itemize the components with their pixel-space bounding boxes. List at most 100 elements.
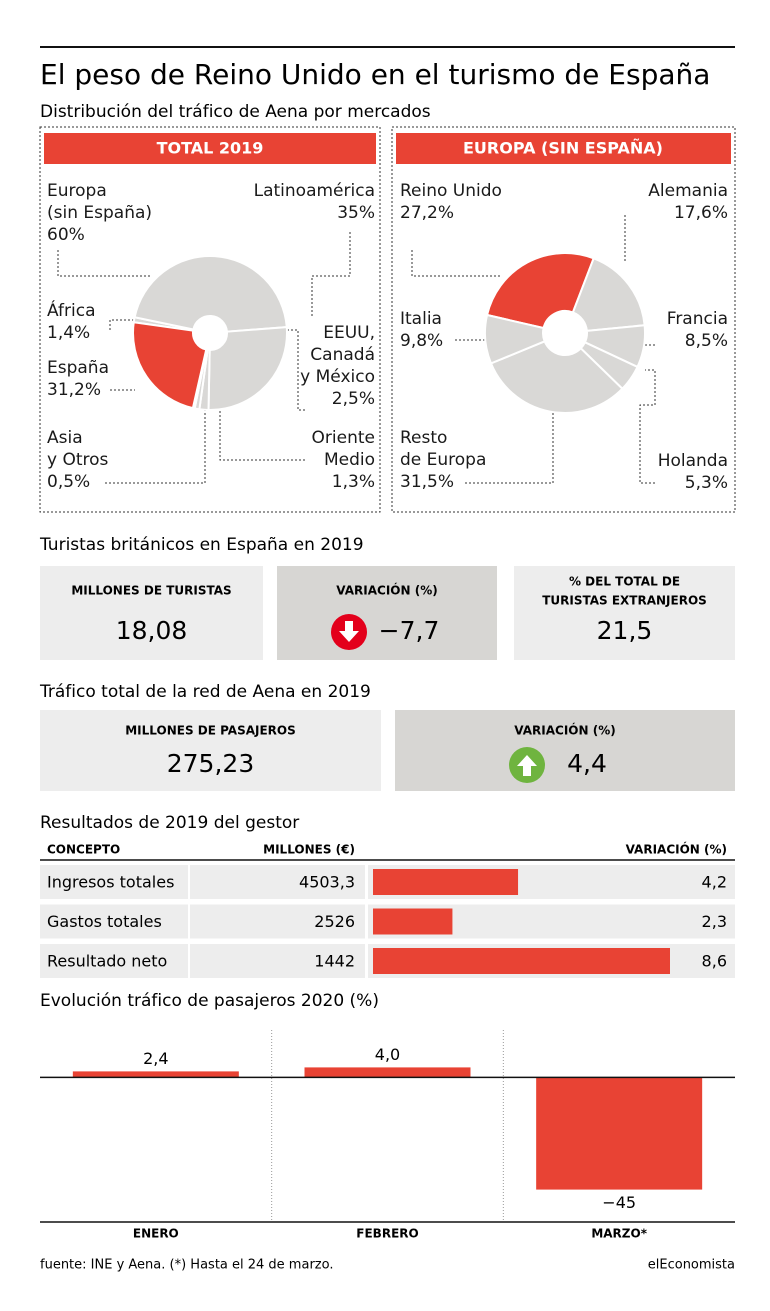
brand: elEconomista: [648, 1258, 735, 1273]
slice-name: EEUU, Canadá y México: [300, 323, 375, 387]
column-header: CONCEPTO: [47, 843, 120, 857]
slice-value: 31,2%: [47, 380, 102, 400]
value-label: 2,4: [143, 1049, 168, 1068]
slice-name: España: [47, 358, 109, 378]
row-label: Resultado neto: [47, 952, 167, 971]
x-tick-label: ENERO: [133, 1227, 179, 1241]
value-label: −45: [602, 1193, 636, 1212]
pie-slice: [207, 325, 288, 411]
kpi-label: MILLONES DE PASAJEROS: [125, 724, 296, 738]
kpi-box: [514, 566, 735, 660]
slice-name: Reino Unido: [400, 181, 502, 201]
kpi-box: [40, 566, 263, 660]
column-header: VARIACIÓN (%): [626, 842, 727, 857]
bar: [304, 1067, 471, 1078]
panel-header: [396, 133, 731, 164]
section-title: Turistas británicos en España en 2019: [39, 535, 364, 555]
value-label: 8,6: [702, 952, 727, 971]
pie-label: Oriente Medio 1,3%: [312, 427, 375, 493]
kpi-label: MILLONES DE TURISTAS: [71, 584, 231, 598]
trend-icon: [509, 747, 545, 783]
slice-value: 2,5%: [331, 389, 375, 409]
kpi-label: VARIACIÓN (%): [336, 583, 437, 598]
bar: [373, 869, 519, 895]
pie-label: España 31,2%: [47, 357, 109, 401]
kpi-value: 21,5: [597, 616, 653, 645]
pie-label: África 1,4%: [47, 300, 96, 344]
x-tick-label: MARZO*: [591, 1227, 647, 1241]
kpi-value: 18,08: [116, 616, 188, 645]
pie-label: Alemania 17,6%: [648, 180, 728, 224]
pie-label: Francia 8,5%: [667, 308, 728, 352]
title: El peso de Reino Unido en el turismo de …: [40, 58, 710, 91]
pie-label: Resto de Europa 31,5%: [400, 427, 486, 493]
pie-title: EUROPA (SIN ESPAÑA): [463, 139, 663, 158]
kpi-box: [40, 710, 381, 791]
slice-name: Oriente Medio: [311, 428, 375, 470]
slice-name: África: [47, 301, 96, 321]
slice-value: 35%: [337, 203, 375, 223]
bar: [373, 908, 453, 935]
slice-name: Europa (sin España): [47, 181, 153, 223]
row-label: Gastos totales: [47, 912, 162, 931]
row-bg: [40, 865, 188, 899]
pie-label: Asia y Otros 0,5%: [47, 427, 108, 493]
value-label: 2,3: [702, 912, 727, 931]
pie-slice: [485, 252, 595, 330]
kpi-value: 275,23: [167, 749, 254, 778]
slice-value: 60%: [47, 225, 85, 245]
slice-value: 9,8%: [400, 331, 444, 351]
slice-name: Asia y Otros: [47, 428, 109, 470]
kpi-box: [395, 710, 735, 791]
panel-frame: [39, 126, 381, 513]
slice-value: 31,5%: [400, 472, 455, 492]
pie-slice: [132, 321, 208, 410]
row-bg: [40, 904, 188, 939]
pie-slice: [484, 313, 546, 365]
kpi-label: VARIACIÓN (%): [514, 723, 615, 738]
bar: [536, 1077, 703, 1190]
slice-name: Resto de Europa: [400, 428, 487, 470]
leader-lines: [57, 215, 656, 484]
x-tick-label: FEBRERO: [356, 1227, 418, 1241]
slice-name: Italia: [400, 309, 442, 329]
panel-header: [44, 133, 376, 164]
pie-label: Latinoamérica 35%: [254, 180, 375, 224]
kpi-box: [277, 566, 497, 660]
slice-value: 27,2%: [400, 203, 455, 223]
pie-slice: [489, 340, 624, 414]
pie-label: Holanda 5,3%: [658, 450, 728, 494]
slice-name: Alemania: [648, 181, 728, 201]
row-label: Ingresos totales: [47, 873, 174, 892]
pie-label: Italia 9,8%: [400, 308, 443, 352]
slice-name: Holanda: [657, 451, 728, 471]
kpi-value: 4,4: [567, 749, 607, 778]
row-bg: [190, 944, 365, 978]
row-bg: [190, 904, 365, 939]
slice-value: 1,3%: [331, 472, 375, 492]
slice-value: 5,3%: [684, 473, 728, 493]
bar: [373, 948, 670, 974]
row-millions: 4503,3: [299, 873, 355, 892]
bar: [72, 1071, 239, 1078]
pie-slice: [133, 255, 288, 333]
section-title: Tráfico total de la red de Aena en 2019: [39, 682, 371, 702]
pie-label: EEUU, Canadá y México 2,5%: [300, 322, 375, 410]
slice-value: 0,5%: [47, 472, 91, 492]
slice-value: 8,5%: [684, 331, 728, 351]
row-millions: 1442: [314, 952, 355, 971]
slice-name: Francia: [666, 309, 728, 329]
slice-name: Latinoamérica: [253, 181, 375, 201]
subtitle: Distribución del tráfico de Aena por mer…: [40, 102, 431, 122]
icon-arrow: [339, 621, 359, 642]
pie-label: Reino Unido 27,2%: [400, 180, 502, 224]
row-bg: [190, 865, 365, 899]
pie-slice: [571, 257, 646, 332]
row-bg: [40, 944, 188, 978]
pie-label: Europa (sin España) 60%: [47, 180, 152, 246]
section-title: Evolución tráfico de pasajeros 2020 (%): [40, 991, 379, 1011]
trend-icon: [331, 614, 367, 650]
icon-arrow: [517, 755, 537, 776]
